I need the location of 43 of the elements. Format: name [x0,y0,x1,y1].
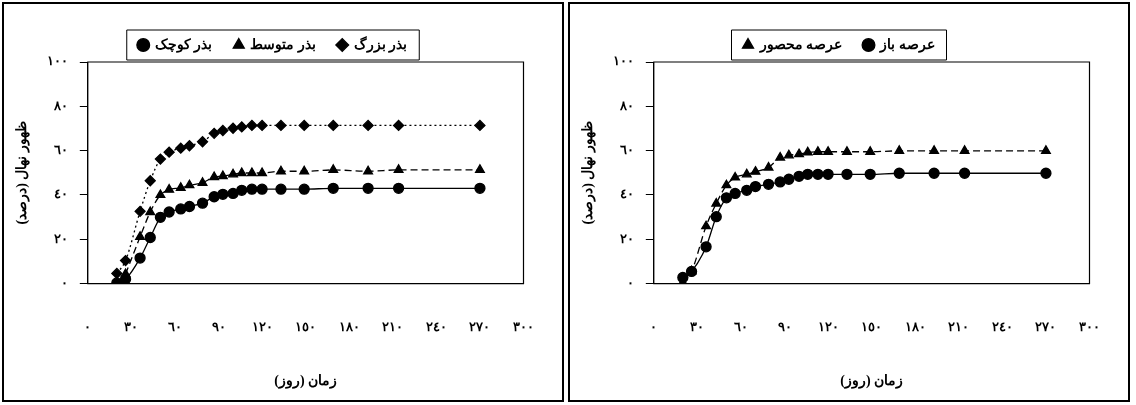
x-tick-label: ٦٠ [167,318,182,334]
y-tick-label: ٢٠ [619,230,634,246]
x-tick-label: ٩٠ [211,318,226,334]
y-axis-title: ظهور نهال (درصد) [580,121,597,225]
x-tick-label: ٠ [84,318,92,334]
y-tick-label: ٨٠ [52,97,68,113]
x-tick-label: ٣٠٠ [513,318,534,334]
y-axis-title: ظهور نهال (درصد) [14,121,31,225]
y-tick-label: ٦٠ [53,142,68,157]
y-tick-label: ١٠٠ [46,53,68,69]
x-tick-label: ٣٠٠ [1079,318,1100,334]
x-axis-title: زمان (روز) [274,373,338,390]
legend-label: عرصه محصور [758,36,842,53]
legend-label: بذر متوسط [250,36,316,53]
x-tick-label: ٢١٠ [948,318,970,334]
legend-label: بذر کوچک [154,36,213,53]
legend-label: عرصه باز [879,36,935,53]
x-tick-label: ٩٠ [777,318,792,334]
x-tick-label: ٢٤٠ [991,318,1013,334]
x-tick-label: ٦٠ [733,318,748,334]
x-axis-title: زمان (روز) [840,373,904,390]
x-tick-label: ٢١٠ [382,318,404,334]
x-tick-label: ١٨٠ [338,318,360,334]
x-tick-label: ٢٧٠ [469,318,491,334]
x-tick-label: ١٢٠ [251,318,273,334]
y-tick-label: ٠ [626,274,634,290]
y-tick-label: ٠ [60,274,68,290]
x-tick-label: ١٨٠ [904,318,926,334]
x-tick-label: ٣٠ [124,318,139,334]
y-tick-label: ٨٠ [618,97,634,113]
y-tick-label: ٤٠ [619,186,634,202]
y-tick-label: ٢٠ [53,230,68,246]
y-tick-label: ٦٠ [619,142,634,157]
x-tick-label: ٢٤٠ [425,318,447,334]
y-tick-label: ١٠٠ [612,53,634,69]
y-tick-label: ٤٠ [53,186,68,202]
x-tick-label: ١٢٠ [817,318,839,334]
x-tick-label: ٣٠ [690,318,705,334]
x-tick-label: ١٥٠ [295,318,317,334]
legend-label: بذر بزرگ [353,35,408,53]
x-tick-label: ٠ [650,318,658,334]
x-tick-label: ١٥٠ [861,318,883,334]
x-tick-label: ٢٧٠ [1035,318,1057,334]
